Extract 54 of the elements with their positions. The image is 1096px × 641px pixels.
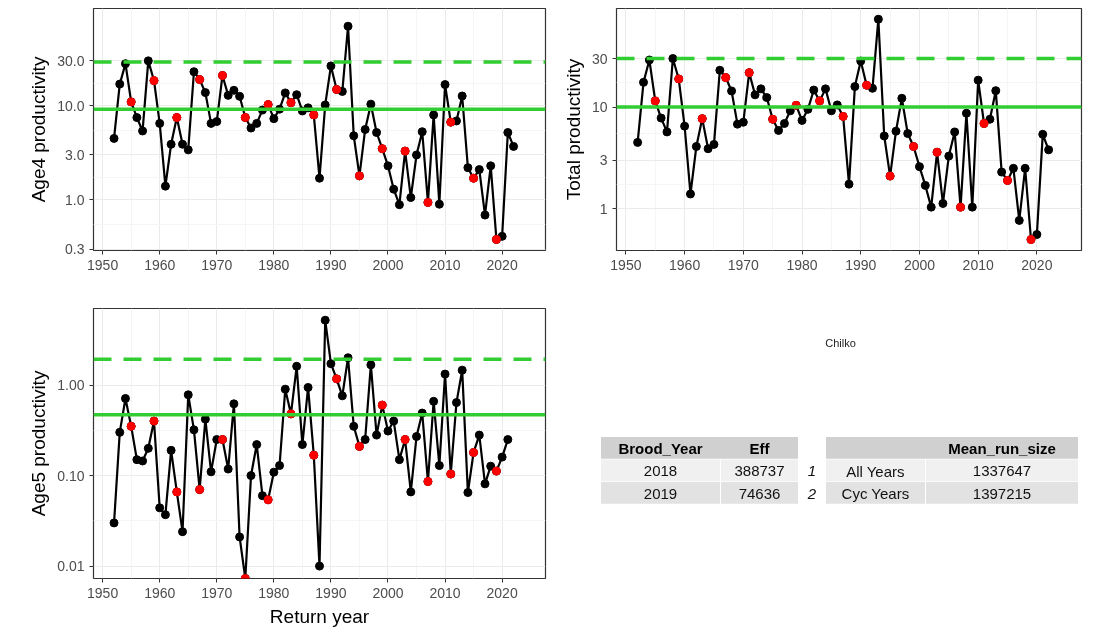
text: Cyc Years bbox=[841, 485, 910, 503]
x-tick-label: 1960 bbox=[669, 256, 701, 273]
x-tick-label: 2000 bbox=[903, 256, 936, 273]
text: 1337647 bbox=[972, 462, 1032, 480]
x-tick-label: 1970 bbox=[727, 256, 760, 273]
y-axis-title: Total productivity bbox=[562, 58, 584, 201]
x-tick-label: 1950 bbox=[87, 256, 119, 273]
text: 1 bbox=[807, 462, 817, 480]
text: 2 bbox=[807, 484, 817, 502]
x-tick-label: 1970 bbox=[201, 584, 233, 601]
category-label: Mean_run_size bbox=[948, 440, 1056, 458]
x-tick-label: 2010 bbox=[429, 584, 461, 601]
x-tick-label: 1950 bbox=[610, 256, 642, 273]
x-tick-label: 1990 bbox=[845, 256, 877, 273]
category-label: Eff bbox=[749, 440, 771, 458]
y-tick-label: 3 bbox=[599, 152, 608, 169]
y-tick-label: 10 bbox=[591, 99, 608, 116]
y-tick-label: 10.0 bbox=[57, 97, 85, 114]
x-axis-title: Return year bbox=[269, 605, 370, 627]
y-tick-label: 30 bbox=[591, 50, 608, 67]
x-tick-label: 1980 bbox=[258, 256, 290, 273]
y-tick-label: 30.0 bbox=[57, 52, 85, 69]
x-tick-label: 2000 bbox=[372, 256, 404, 273]
x-tick-label: 1960 bbox=[144, 584, 176, 601]
y-axis-title: Age4 productivity bbox=[28, 56, 50, 203]
x-tick-label: 1960 bbox=[144, 256, 176, 273]
x-tick-label: 1970 bbox=[201, 256, 233, 273]
text: Chilko bbox=[825, 337, 856, 350]
y-axis-title: Age5 productivity bbox=[28, 370, 50, 517]
y-tick-label: 1.0 bbox=[65, 191, 85, 208]
x-tick-label: 2020 bbox=[1021, 256, 1053, 273]
text: 2019 bbox=[643, 484, 678, 502]
y-tick-label: 0.3 bbox=[65, 241, 85, 258]
category-label: Brood_Year bbox=[618, 440, 703, 458]
text: 1397215 bbox=[972, 484, 1032, 502]
text: 388737 bbox=[734, 462, 785, 480]
x-tick-label: 1990 bbox=[315, 256, 347, 273]
x-tick-label: 2000 bbox=[372, 584, 404, 601]
y-tick-label: 0.10 bbox=[57, 467, 85, 484]
text: 2018 bbox=[643, 462, 678, 480]
x-tick-label: 2020 bbox=[486, 584, 518, 601]
x-tick-label: 2010 bbox=[962, 256, 994, 273]
x-tick-label: 1980 bbox=[786, 256, 818, 273]
x-tick-label: 1950 bbox=[87, 584, 119, 601]
y-tick-label: 1 bbox=[599, 200, 608, 217]
y-tick-label: 0.01 bbox=[57, 558, 85, 575]
y-tick-label: 3.0 bbox=[65, 146, 85, 163]
text: All Years bbox=[846, 462, 905, 480]
x-tick-label: 2010 bbox=[429, 256, 461, 273]
x-tick-label: 1990 bbox=[315, 584, 347, 601]
x-tick-label: 1980 bbox=[258, 584, 290, 601]
y-tick-label: 1.00 bbox=[57, 377, 85, 394]
x-tick-label: 2020 bbox=[486, 256, 518, 273]
text: 74636 bbox=[738, 484, 781, 502]
